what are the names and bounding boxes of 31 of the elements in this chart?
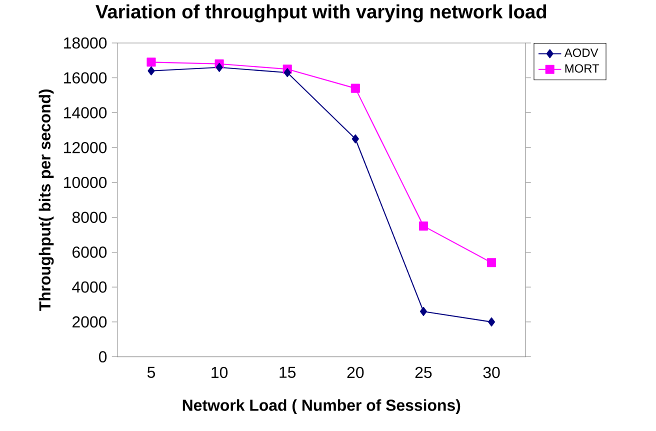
point <box>216 63 223 72</box>
x-tick-label: 15 <box>280 367 296 378</box>
y-tick-label: 8000 <box>72 212 107 224</box>
y-tick-label: 10000 <box>64 177 107 188</box>
point <box>352 134 359 144</box>
point <box>146 58 156 67</box>
y-tick-label: 0 <box>98 351 107 363</box>
y-tick-label: 6000 <box>72 246 107 258</box>
y-tick-label: 2000 <box>72 316 107 328</box>
point <box>487 258 496 268</box>
x-tick-label: 10 <box>212 367 228 378</box>
y-tick-label: 4000 <box>72 282 107 293</box>
y-tick-label: 16000 <box>64 72 107 84</box>
point <box>284 68 291 78</box>
x-tick-label: 30 <box>483 367 500 378</box>
legend-label: AODV <box>564 48 598 58</box>
chart-title: Variation of throughput with varying network load <box>96 4 546 23</box>
point <box>148 66 155 76</box>
point <box>418 222 428 231</box>
x-tick-label: 20 <box>347 367 364 378</box>
y-tick-label: 14000 <box>64 107 107 119</box>
x-axis-title: Network Load ( Number of Sessions) <box>182 399 460 414</box>
point <box>420 307 427 316</box>
y-axis-title: Throughput( bits per second) <box>38 90 54 312</box>
point <box>350 84 360 94</box>
legend-label: MORT <box>565 64 600 73</box>
x-tick-label: 5 <box>147 367 155 378</box>
point <box>488 318 496 327</box>
y-tick-label: 18000 <box>64 38 107 49</box>
y-tick-label: 12000 <box>64 142 107 154</box>
x-tick-label: 25 <box>415 367 432 378</box>
